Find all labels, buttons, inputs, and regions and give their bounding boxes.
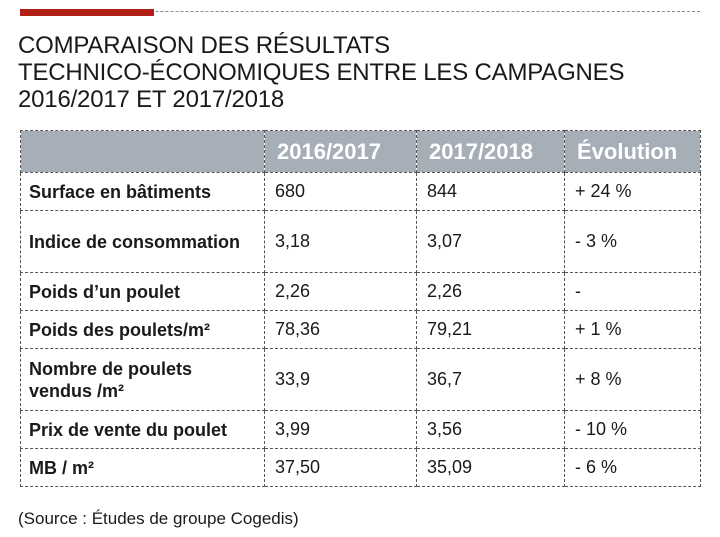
table-row: Poids d’un poulet 2,26 2,26 - xyxy=(20,272,701,311)
table-row: MB / m² 37,50 35,09 - 6 % xyxy=(20,448,701,487)
title-line-2: TECHNICO-ÉCONOMIQUES ENTRE LES CAMPAGNES xyxy=(18,59,625,86)
page-title: COMPARAISON DES RÉSULTATS TECHNICO-ÉCONO… xyxy=(18,32,708,113)
header-cell-empty xyxy=(20,130,265,173)
value-2016-2017: 37,50 xyxy=(264,448,417,487)
row-label: Poids d’un poulet xyxy=(20,272,265,311)
table-row: Indice de consommation 3,18 3,07 - 3 % xyxy=(20,210,701,273)
source-note: (Source : Études de groupe Cogedis) xyxy=(18,509,299,528)
row-label: MB / m² xyxy=(20,448,265,487)
table-row: Poids des poulets/m² 78,36 79,21 + 1 % xyxy=(20,310,701,349)
value-evolution: - 3 % xyxy=(564,210,701,273)
row-label: Poids des poulets/m² xyxy=(20,310,265,349)
comparison-table: 2016/2017 2017/2018 Évolution Surface en… xyxy=(20,130,701,487)
value-evolution: - 10 % xyxy=(564,410,701,449)
value-2016-2017: 2,26 xyxy=(264,272,417,311)
value-2017-2018: 79,21 xyxy=(416,310,565,349)
header-cell-evolution: Évolution xyxy=(564,130,701,173)
row-label: Nombre de poulets vendus /m² xyxy=(20,348,265,411)
header-cell-2016-2017: 2016/2017 xyxy=(264,130,417,173)
row-label: Prix de vente du poulet xyxy=(20,410,265,449)
title-line-3: 2016/2017 ET 2017/2018 xyxy=(18,86,285,113)
value-2016-2017: 3,18 xyxy=(264,210,417,273)
value-2016-2017: 3,99 xyxy=(264,410,417,449)
title-line-1: COMPARAISON DES RÉSULTATS xyxy=(18,32,390,59)
row-label: Indice de consommation xyxy=(20,210,265,273)
value-2017-2018: 36,7 xyxy=(416,348,565,411)
value-evolution: - 6 % xyxy=(564,448,701,487)
value-evolution: + 1 % xyxy=(564,310,701,349)
value-2016-2017: 680 xyxy=(264,172,417,211)
value-2017-2018: 35,09 xyxy=(416,448,565,487)
value-2017-2018: 3,07 xyxy=(416,210,565,273)
value-evolution: - xyxy=(564,272,701,311)
value-evolution: + 24 % xyxy=(564,172,701,211)
table-row: Nombre de poulets vendus /m² 33,9 36,7 +… xyxy=(20,348,701,411)
value-2017-2018: 844 xyxy=(416,172,565,211)
header-cell-2017-2018: 2017/2018 xyxy=(416,130,565,173)
table-row: Prix de vente du poulet 3,99 3,56 - 10 % xyxy=(20,410,701,449)
row-label: Surface en bâtiments xyxy=(20,172,265,211)
value-2017-2018: 3,56 xyxy=(416,410,565,449)
value-2016-2017: 78,36 xyxy=(264,310,417,349)
table-row: Surface en bâtiments 680 844 + 24 % xyxy=(20,172,701,211)
top-dashed-rule xyxy=(20,11,700,12)
table-header-row: 2016/2017 2017/2018 Évolution xyxy=(20,130,701,173)
accent-bar xyxy=(20,9,154,16)
value-2016-2017: 33,9 xyxy=(264,348,417,411)
value-evolution: + 8 % xyxy=(564,348,701,411)
value-2017-2018: 2,26 xyxy=(416,272,565,311)
